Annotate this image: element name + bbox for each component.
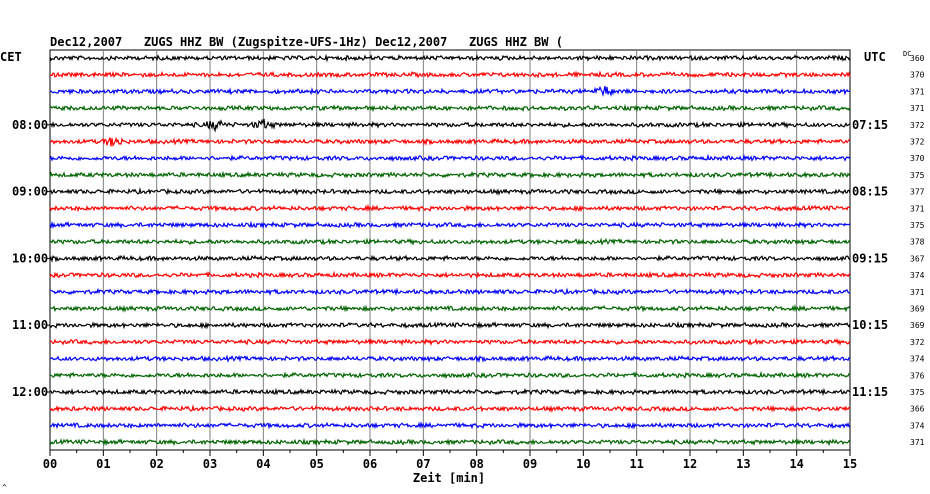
x-tick-label: 12: [683, 457, 697, 471]
seismic-trace: [49, 170, 851, 180]
dc-value: 372: [910, 121, 925, 130]
x-tick-label: 14: [789, 457, 803, 471]
dc-value: 375: [910, 221, 925, 230]
tick-labels: 00 01 02 03 04 05 06 07 08 09 10 11 12 13 14 15 360 370 37…: [12, 54, 925, 471]
dc-value: 369: [910, 305, 925, 314]
x-axis-label: Zeit [min]: [413, 471, 485, 485]
right-axis-label: UTC: [864, 50, 886, 64]
dc-value: 375: [910, 171, 925, 180]
seismic-trace: [49, 354, 851, 364]
left-hour-label: 11:00: [12, 318, 48, 332]
x-tick-label: 08: [469, 457, 483, 471]
seismic-trace: [49, 70, 851, 79]
x-tick-label: 07: [416, 457, 430, 471]
dc-value: 372: [910, 138, 925, 147]
dc-value: 376: [910, 371, 925, 380]
left-axis-label: CET: [0, 50, 22, 64]
x-tick-label: 01: [96, 457, 110, 471]
dc-label: DC: [903, 50, 911, 58]
x-tick-label: 11: [629, 457, 643, 471]
right-hour-label: 11:15: [852, 385, 888, 399]
x-tick-label: 00: [43, 457, 57, 471]
right-hour-label: 08:15: [852, 185, 888, 199]
seismic-trace: [49, 136, 850, 148]
seismic-trace: [49, 153, 851, 163]
seismic-trace: [49, 370, 851, 380]
x-tick-label: 15: [843, 457, 857, 471]
dc-value: 371: [910, 438, 925, 447]
dc-value: 366: [910, 405, 925, 414]
dc-value: 378: [910, 238, 925, 247]
x-tick-label: 04: [256, 457, 270, 471]
seismic-trace: [49, 304, 851, 313]
seismic-traces: [49, 53, 851, 447]
dc-value: 372: [910, 338, 925, 347]
seismic-trace: [49, 254, 851, 263]
corner-mark: ^: [2, 483, 7, 492]
dc-value: 371: [910, 204, 925, 213]
seismic-trace: [49, 237, 851, 246]
right-hour-label: 09:15: [852, 251, 888, 265]
seismic-trace: [49, 337, 851, 347]
seismic-trace: [49, 270, 851, 279]
seismic-trace: [49, 187, 851, 196]
left-hour-label: 12:00: [12, 385, 48, 399]
seismic-trace: [49, 404, 851, 413]
dc-value: 375: [910, 388, 925, 397]
seismic-trace: [49, 118, 851, 133]
dc-value: 371: [910, 288, 925, 297]
seismic-trace: [49, 220, 851, 230]
dc-value: 374: [910, 355, 925, 364]
x-tick-label: 13: [736, 457, 750, 471]
dc-value: 370: [910, 154, 925, 163]
seismic-trace: [49, 287, 850, 297]
dc-value: 369: [910, 321, 925, 330]
x-tick-label: 09: [523, 457, 537, 471]
seismic-trace: [49, 85, 851, 98]
dc-value: 370: [910, 71, 925, 80]
left-hour-label: 09:00: [12, 185, 48, 199]
seismic-trace: [49, 387, 851, 397]
x-tick-label: 03: [203, 457, 217, 471]
right-hour-label: 07:15: [852, 118, 888, 132]
dc-value: 371: [910, 87, 925, 96]
dc-value: 377: [910, 188, 925, 197]
dc-value: 374: [910, 271, 925, 280]
axis-labels: Dec12,2007 ZUGS HHZ BW (Zugspitze-UFS-1H…: [0, 35, 911, 492]
seismic-trace: [49, 437, 851, 447]
left-hour-label: 08:00: [12, 118, 48, 132]
chart-title: Dec12,2007 ZUGS HHZ BW (Zugspitze-UFS-1H…: [50, 35, 563, 49]
right-hour-label: 10:15: [852, 318, 888, 332]
x-tick-label: 02: [149, 457, 163, 471]
left-hour-label: 10:00: [12, 251, 48, 265]
x-tick-label: 06: [363, 457, 377, 471]
seismic-trace: [49, 203, 851, 213]
seismic-trace: [49, 53, 851, 63]
seismic-trace: [49, 420, 851, 430]
x-tick-label: 10: [576, 457, 590, 471]
dc-value: 371: [910, 104, 925, 113]
x-tick-label: 05: [309, 457, 323, 471]
seismic-trace: [49, 320, 851, 330]
dc-value: 374: [910, 421, 925, 430]
grid: [46, 49, 851, 456]
seismic-trace: [49, 103, 851, 113]
dc-value: 360: [910, 54, 925, 63]
dc-value: 367: [910, 254, 925, 263]
